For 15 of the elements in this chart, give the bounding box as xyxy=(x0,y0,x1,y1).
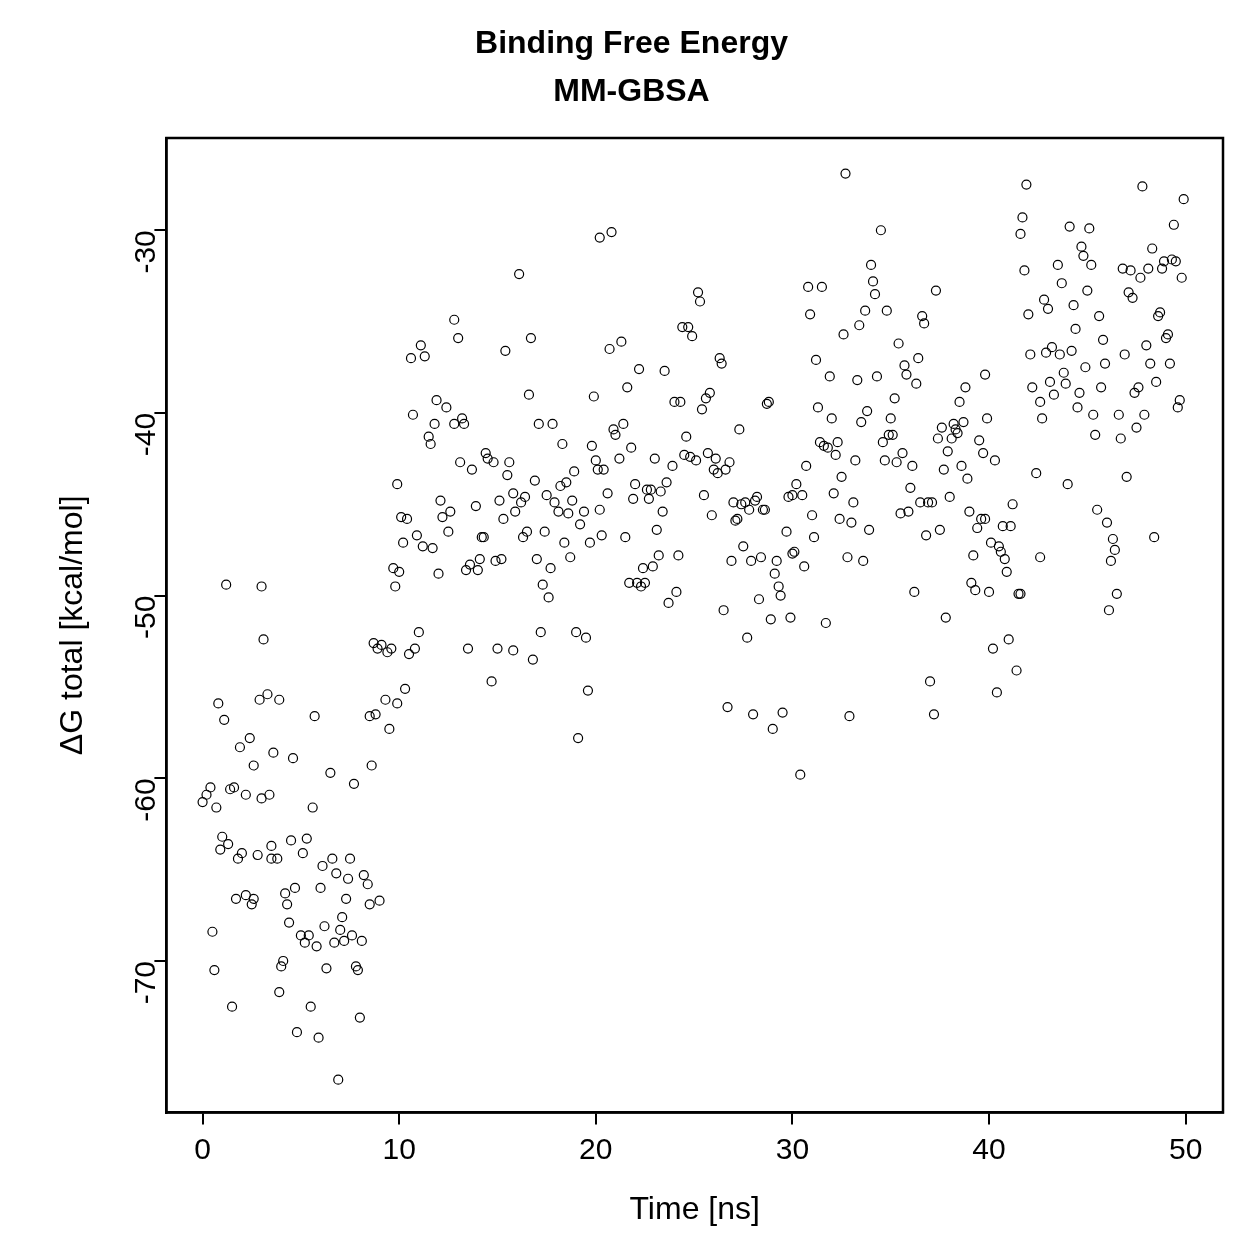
x-tick-label: 30 xyxy=(775,1131,810,1165)
y-tick-label: -40 xyxy=(127,412,161,457)
y-tick-label: -50 xyxy=(127,595,161,639)
chart-subtitle: MM-GBSA xyxy=(553,71,710,108)
x-tick-label: 40 xyxy=(972,1131,1006,1165)
y-tick-label: -60 xyxy=(127,778,161,822)
y-tick-label: -30 xyxy=(127,230,161,274)
x-tick-label: 20 xyxy=(579,1131,613,1165)
y-axis-title: ΔG total [kcal/mol] xyxy=(53,495,90,756)
y-tick-label: -70 xyxy=(127,960,161,1005)
x-tick-label: 10 xyxy=(382,1131,416,1165)
x-tick-label: 50 xyxy=(1168,1131,1203,1165)
chart-title: Binding Free Energy xyxy=(475,23,789,60)
x-tick-label: 0 xyxy=(194,1131,211,1165)
x-axis-title: Time [ns] xyxy=(629,1189,760,1226)
